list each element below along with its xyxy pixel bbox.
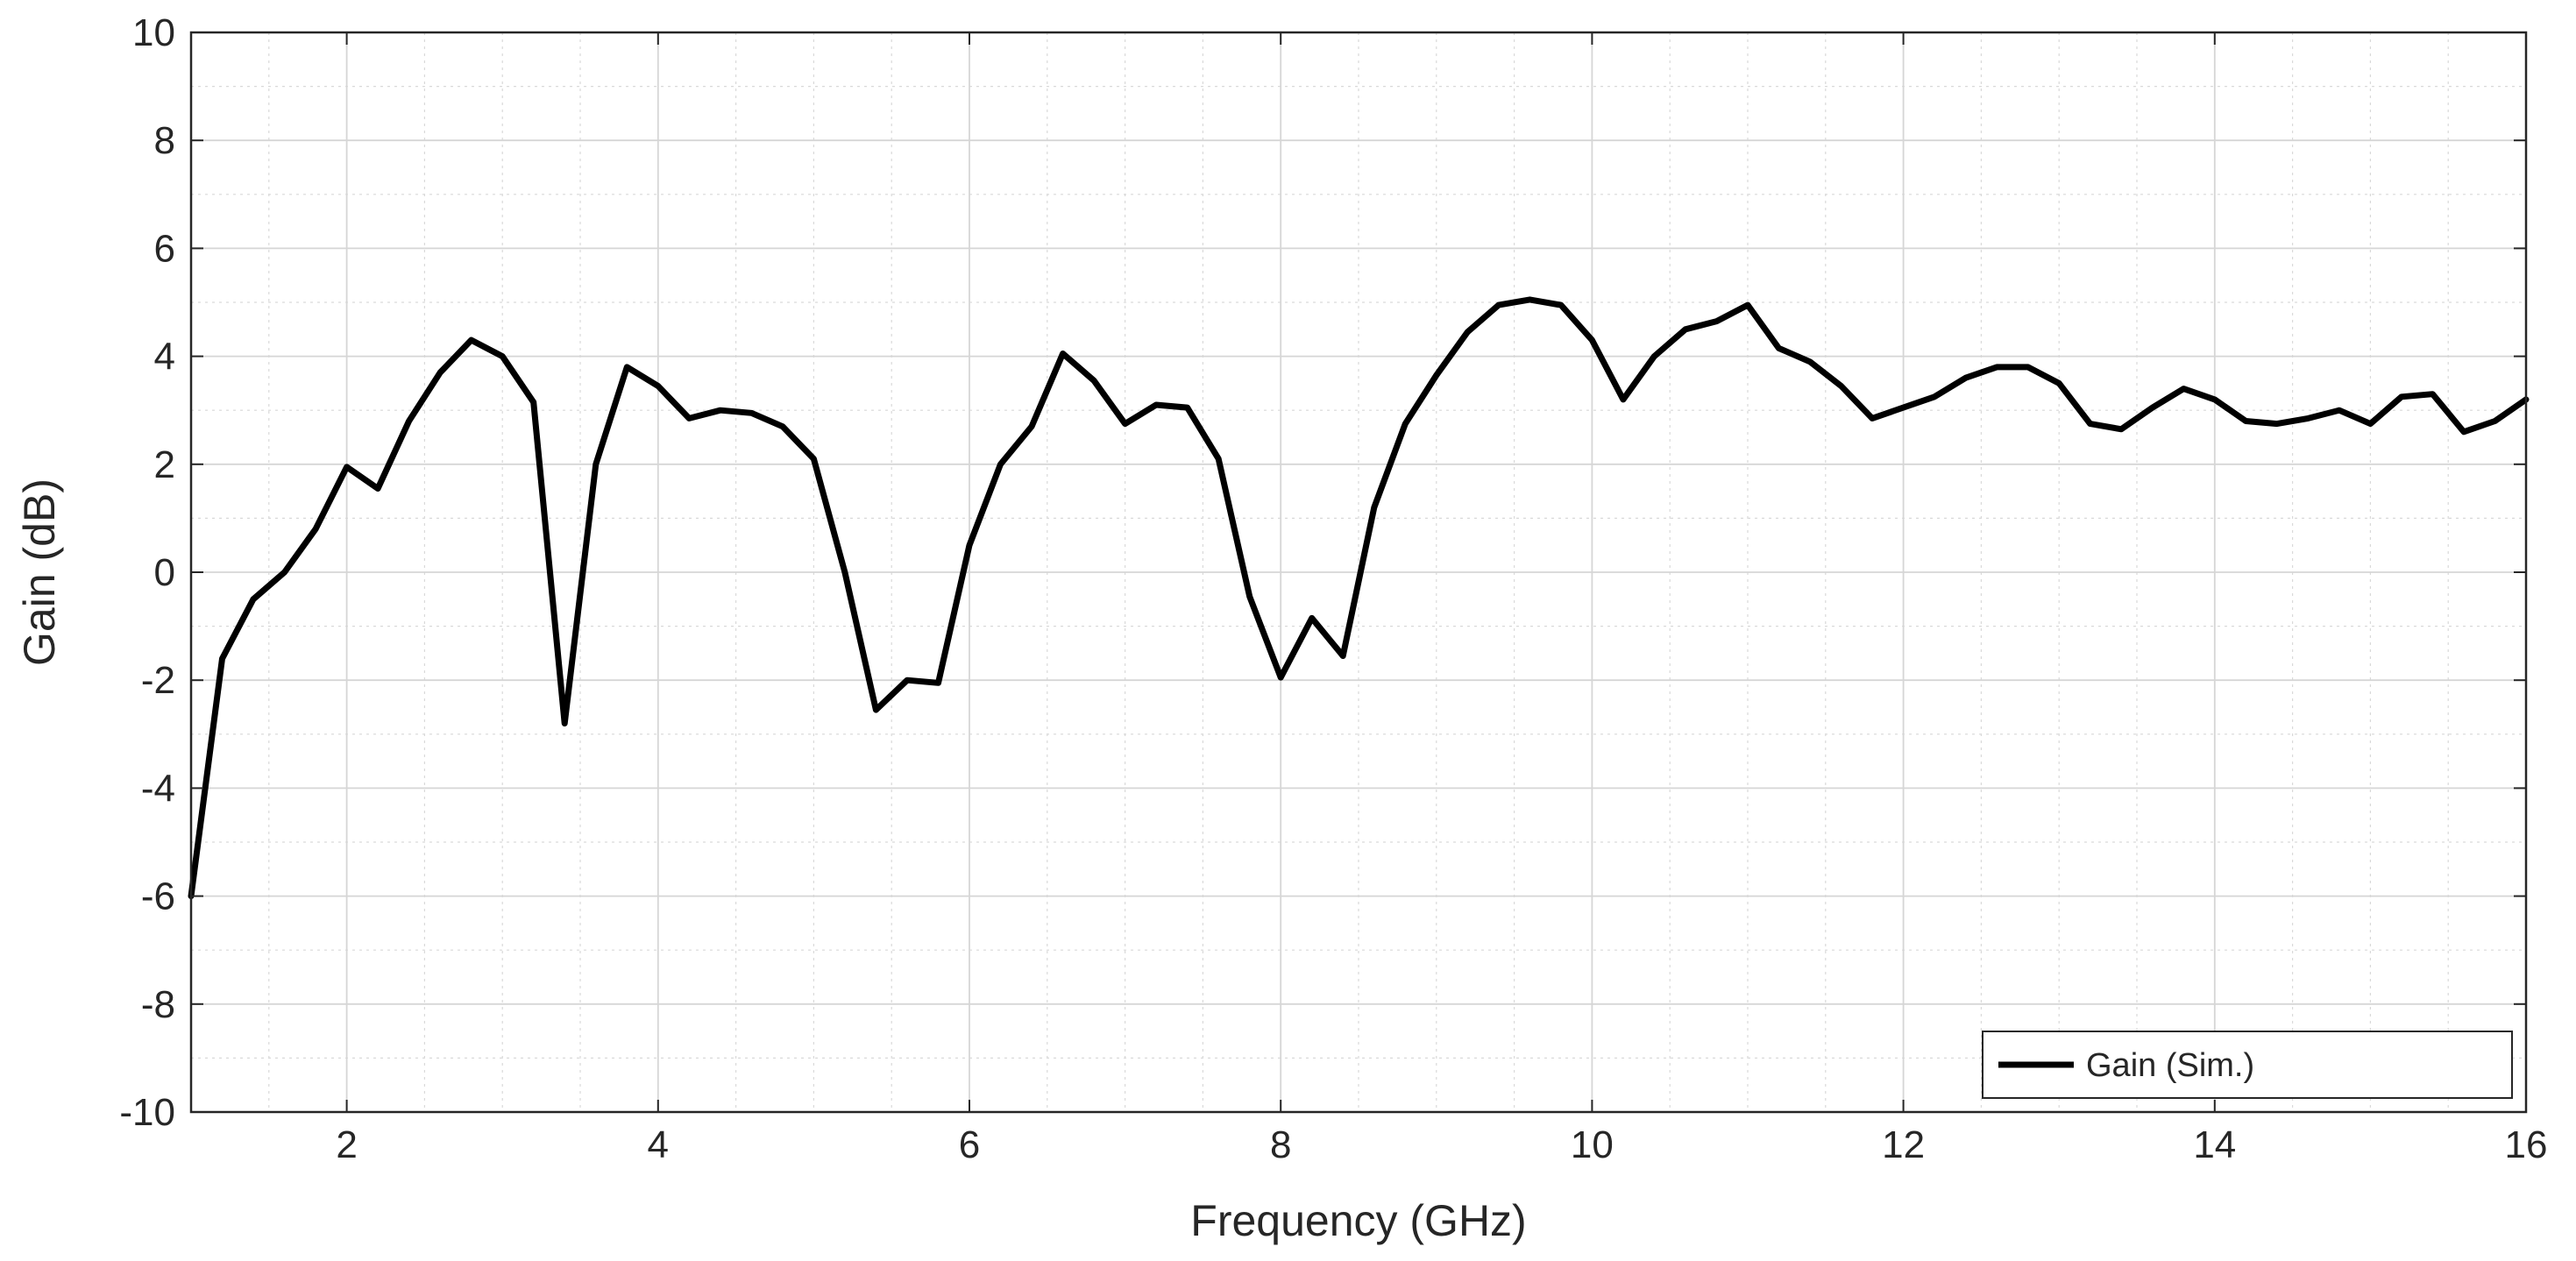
y-tick-label: 4 bbox=[154, 336, 175, 379]
x-tick-label: 16 bbox=[2505, 1123, 2548, 1166]
x-tick-label: 8 bbox=[1270, 1123, 1291, 1166]
legend-label-gain-sim: Gain (Sim.) bbox=[2086, 1047, 2254, 1084]
y-tick-label: -8 bbox=[141, 983, 175, 1026]
y-tick-label: -10 bbox=[119, 1091, 175, 1134]
x-tick-label: 10 bbox=[1571, 1123, 1614, 1166]
y-axis-title: Gain (dB) bbox=[15, 478, 64, 666]
tick-layer bbox=[191, 32, 2527, 1113]
y-tick-label: -4 bbox=[141, 767, 175, 810]
series-line-0 bbox=[188, 296, 2530, 900]
y-tick-label: 0 bbox=[154, 551, 175, 594]
x-tick-label: 4 bbox=[648, 1123, 669, 1166]
y-tick-label: 2 bbox=[154, 443, 175, 486]
x-tick-label: 6 bbox=[959, 1123, 980, 1166]
x-axis-title: Frequency (GHz) bbox=[1190, 1196, 1526, 1245]
x-tick-label: 2 bbox=[336, 1123, 357, 1166]
y-tick-label: 6 bbox=[154, 227, 175, 270]
x-tick-label: 12 bbox=[1882, 1123, 1925, 1166]
legend[interactable]: Gain (Sim.) bbox=[1982, 1031, 2513, 1099]
y-tick-label: 10 bbox=[132, 11, 175, 54]
label-layer: 2 4 6 8 10 12 14 16 -10 -8 -6 -4 -2 0 2 4 6 8 10 bbox=[119, 11, 2547, 1166]
series-layer bbox=[188, 296, 2530, 900]
grid-layer bbox=[190, 32, 2526, 1112]
y-tick-label: -2 bbox=[141, 659, 175, 702]
y-tick-label: -6 bbox=[141, 875, 175, 918]
y-tick-label: 8 bbox=[154, 119, 175, 162]
x-tick-label: 14 bbox=[2193, 1123, 2236, 1166]
